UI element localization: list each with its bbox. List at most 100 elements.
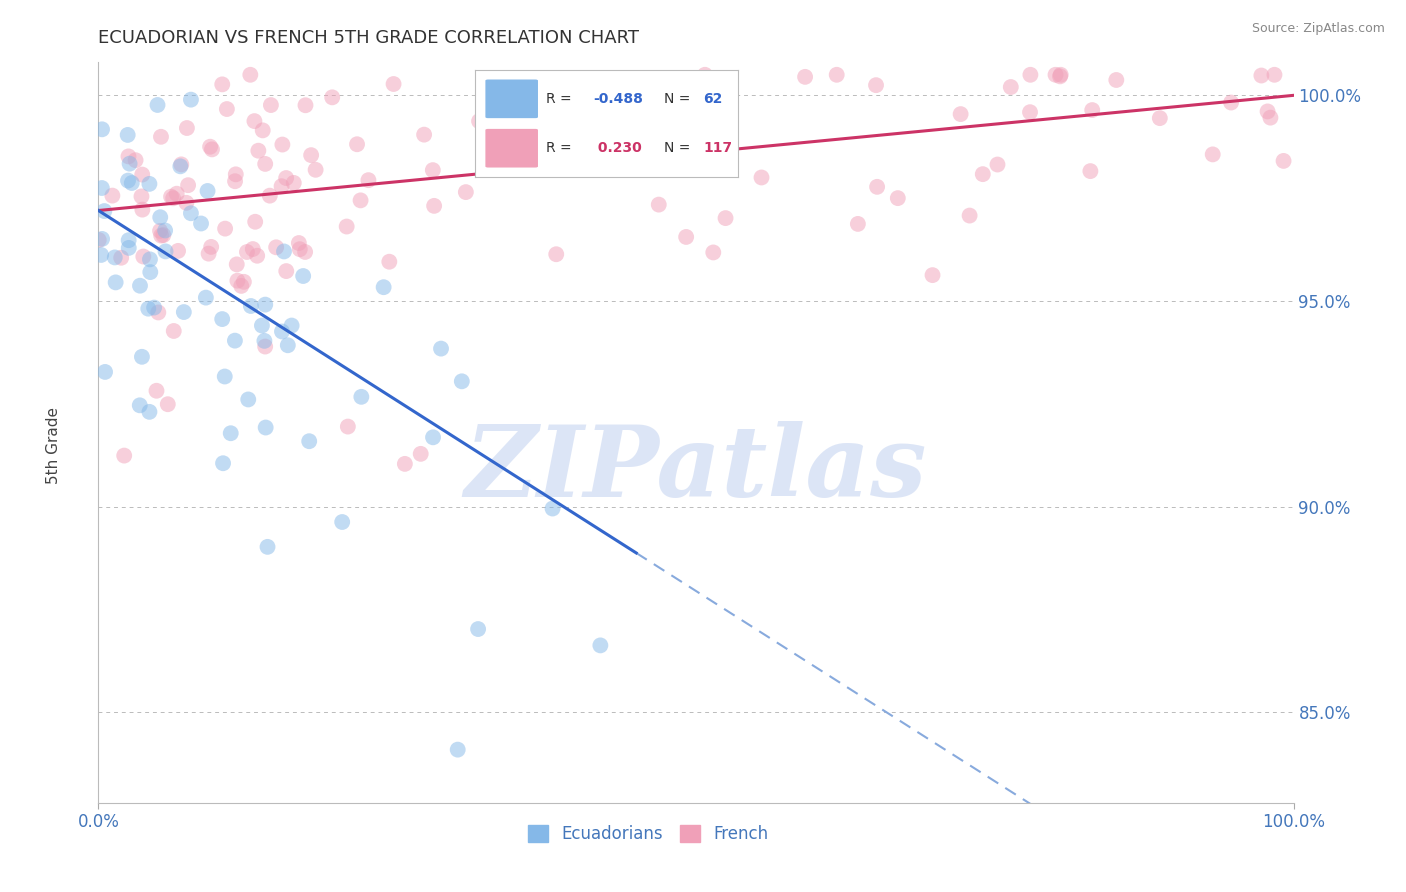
Point [121,176,143,190]
Point [288,235,311,250]
Point [430,342,453,356]
Point [176,195,198,210]
Point [245,215,267,229]
Point [104,276,127,290]
Point [94,365,117,379]
Point [152,228,174,243]
Point [648,197,671,211]
Point [231,279,253,293]
Point [180,206,202,220]
Point [846,217,869,231]
Point [131,202,153,217]
Point [170,157,193,171]
Point [349,194,371,208]
Point [546,247,568,261]
Point [211,78,233,92]
Point [270,179,292,194]
Point [246,249,269,263]
Point [825,68,848,82]
Point [336,419,359,434]
Point [264,240,287,254]
Point [247,144,270,158]
Point [283,176,305,190]
Point [239,68,262,82]
Point [91,232,114,246]
Point [239,299,262,313]
Point [423,199,446,213]
Point [198,139,221,153]
Point [541,501,564,516]
Point [330,515,353,529]
Point [447,742,470,756]
Point [150,228,173,243]
Point [238,392,260,407]
Point [149,129,172,144]
Point [104,251,127,265]
Point [579,131,602,145]
Point [225,167,247,181]
Point [242,242,264,256]
Point [139,265,162,279]
Point [887,191,910,205]
Point [506,143,529,157]
Point [1263,68,1285,82]
Point [101,188,124,202]
Point [149,211,172,225]
Point [146,98,169,112]
Point [277,338,299,352]
Point [253,334,276,348]
Point [413,128,436,142]
Point [224,174,246,188]
Point [1105,73,1128,87]
Point [1257,104,1279,119]
Point [180,93,202,107]
Point [131,168,153,182]
Point [225,257,247,271]
Point [454,185,477,199]
Point [986,157,1008,171]
Point [197,184,219,198]
Point [276,171,298,186]
Point [232,275,254,289]
Point [211,312,233,326]
Point [373,280,395,294]
Point [138,177,160,191]
Point [201,142,224,156]
Point [321,90,343,104]
Point [156,397,179,411]
Point [1019,68,1042,82]
Point [166,186,188,201]
Point [254,420,277,434]
Point [226,274,249,288]
Point [382,77,405,91]
Point [866,179,889,194]
Point [173,305,195,319]
Point [394,457,416,471]
Point [865,78,887,92]
Point [693,68,716,82]
Point [90,181,112,195]
Point [138,405,160,419]
Point [143,301,166,315]
Point [304,162,326,177]
Point [167,244,190,258]
Point [93,204,115,219]
Point [131,189,153,203]
Point [1250,69,1272,83]
Point [214,221,236,235]
Point [298,434,321,449]
Point [294,244,316,259]
Point [169,159,191,173]
Point [271,137,294,152]
Point [91,122,114,136]
Point [468,114,491,128]
Point [259,188,281,202]
Point [252,123,274,137]
Point [250,318,273,333]
Point [288,242,311,256]
Text: Source: ZipAtlas.com: Source: ZipAtlas.com [1251,22,1385,36]
Point [136,301,159,316]
Point [162,191,184,205]
Point [160,190,183,204]
Point [1049,70,1071,84]
